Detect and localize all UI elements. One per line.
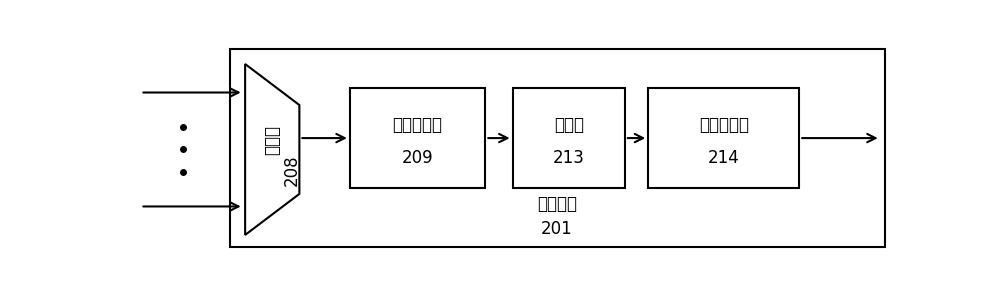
Text: 209: 209 <box>402 149 433 167</box>
Polygon shape <box>350 88 485 188</box>
Text: 213: 213 <box>553 149 585 167</box>
Text: 模数转换器: 模数转换器 <box>699 116 749 134</box>
Polygon shape <box>245 64 299 235</box>
Text: 214: 214 <box>708 149 740 167</box>
Text: 201: 201 <box>541 220 573 238</box>
Text: 滤波器: 滤波器 <box>554 116 584 134</box>
Text: 跨阻放大器: 跨阻放大器 <box>393 116 443 134</box>
Text: 模拟前端: 模拟前端 <box>537 195 577 213</box>
Text: 复用路: 复用路 <box>263 126 281 155</box>
Polygon shape <box>512 88 625 188</box>
Text: 208: 208 <box>283 154 301 186</box>
Polygon shape <box>648 88 799 188</box>
Polygon shape <box>230 49 885 247</box>
